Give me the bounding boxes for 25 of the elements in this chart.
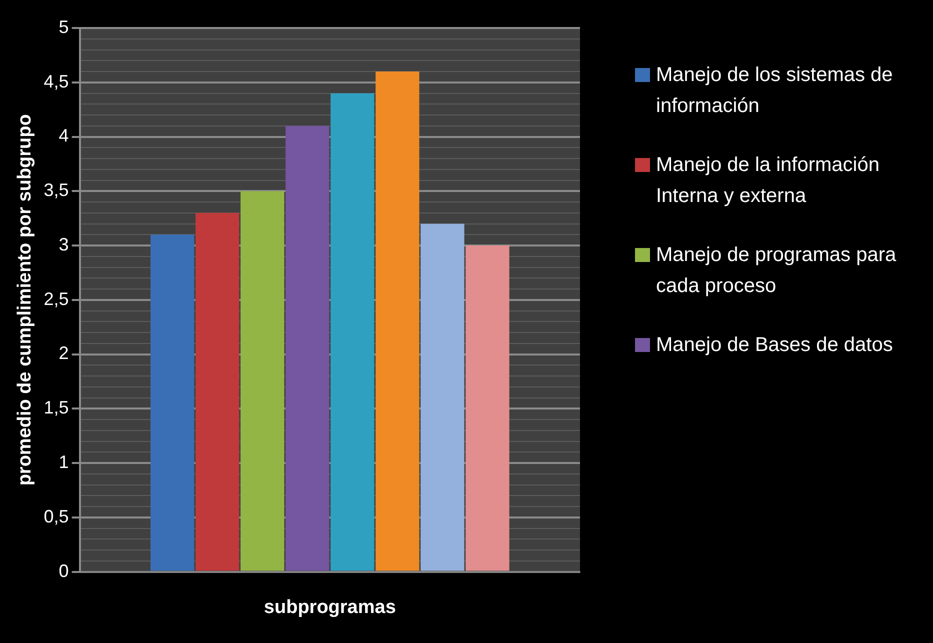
bar bbox=[286, 126, 330, 571]
y-tick-label: 0,5 bbox=[44, 506, 69, 526]
bar bbox=[196, 212, 240, 571]
y-tick-label: 4,5 bbox=[44, 71, 69, 92]
y-tick-label: 0 bbox=[58, 560, 69, 581]
y-tick-label: 4 bbox=[58, 126, 69, 146]
y-axis-title: promedio de cumplimiento por subgrupo bbox=[14, 114, 36, 486]
y-tick-label: 1,5 bbox=[44, 398, 69, 418]
bar bbox=[376, 72, 420, 571]
bar bbox=[150, 234, 194, 571]
x-axis-title: subprogramas bbox=[264, 596, 396, 618]
y-tick-label: 1 bbox=[58, 452, 69, 472]
legend-label: Manejo de la información Interna y externa bbox=[656, 153, 880, 209]
legend-label: Manejo de programas para cada proceso bbox=[656, 243, 898, 299]
y-tick-label: 3,5 bbox=[44, 180, 69, 200]
legend-label: Manejo de los sistemas de información bbox=[656, 63, 894, 119]
y-tick-label: 2,5 bbox=[44, 288, 69, 309]
legend-label: Manejo de Bases de datos bbox=[656, 333, 893, 358]
bar bbox=[240, 191, 284, 571]
bar bbox=[330, 93, 374, 571]
y-tick-label: 3 bbox=[58, 234, 69, 254]
bar bbox=[466, 246, 510, 571]
y-tick-label: 2 bbox=[58, 343, 69, 364]
y-tick-label: 5 bbox=[58, 16, 69, 37]
bar bbox=[420, 224, 464, 571]
